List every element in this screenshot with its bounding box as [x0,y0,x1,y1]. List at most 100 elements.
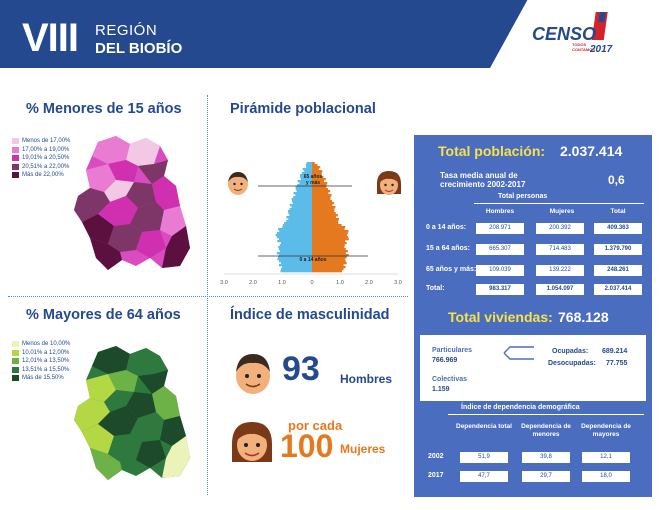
map-menores [74,136,190,270]
pyramid-bar-women [312,210,335,213]
pyramid-bar-men [277,258,312,261]
pyramid-bar-women [312,248,346,251]
dep-cell: 47,7 [460,471,508,482]
pyramid-bar-men [281,266,312,269]
pyramid-bar-women [312,250,348,253]
pyramid-bar-women [312,258,346,261]
pyramid-bar-women [312,184,327,187]
table-cell: 2.037.414 [594,284,642,295]
table-cell: 248.261 [594,265,642,276]
dep-year: 2017 [428,472,444,479]
pyramid-bar-women [312,176,324,179]
pyramid-bar-men [302,168,312,171]
legend-label: Más de 15,50% [22,375,64,382]
dep-column-header: Dependencia total [456,423,512,430]
pyramid-bar-men [275,234,312,237]
legend-item: 19,01% a 20,50% [12,154,70,163]
pyramid-bar-men [289,208,312,211]
pyramid-bar-men [278,264,312,267]
table-cell: 200.392 [536,223,584,234]
pyramid-bar-women [312,224,342,227]
particulares-value: 766.969 [432,357,458,364]
legend-menores: Menos de 17,00% 17,00% a 19,00% 19,01% a… [12,137,70,180]
girl-icon [377,171,401,195]
ocupadas-value: 689.214 [602,348,628,355]
table-cell: 409.363 [594,223,642,234]
pyramid-bar-men [306,162,312,165]
pyramid-bar-women [312,222,339,225]
pyramid-bar-men [286,216,312,219]
pyramid-bar-men [278,246,312,249]
pyramid-tick: 3.0 [394,280,402,286]
table-cell: 983.317 [476,284,524,295]
table-cell: 665.307 [476,244,524,255]
table-cell: 714.483 [536,244,584,255]
pyramid-bar-women [312,266,346,269]
pyramid-bar-men [284,222,312,225]
summary-panel: Total población: 2.037.414 Tasa media an… [414,135,652,497]
pyramid-bar-women [312,268,344,271]
region-name: DEL BIOBÍO [95,40,183,57]
pyramid-bar-men [289,214,312,217]
dep-cell: 18,0 [582,471,630,482]
pyramid-bar-women [312,252,346,255]
colectivas-value: 1.159 [432,386,450,393]
legend-label: Menos de 10,00% [22,341,71,348]
pyramid-bar-men [300,178,312,181]
pyramid-bar-women [312,192,329,195]
pyramid-bar-men [280,268,312,271]
legend-label: 12,01% a 13,50% [22,358,70,365]
pyramid-tick: 2.0 [365,280,373,286]
pyramid-bar-women [312,260,346,263]
legend-item: Más de 15,50% [12,374,70,383]
legend-item: 12,01% a 13,50% [12,357,70,366]
pyramid-bar-men [291,200,312,203]
logo-word: CENSO [532,24,596,44]
legend-swatch [12,366,19,373]
table-cell: 1.054.097 [536,284,584,295]
dep-column-header: Dependencia de menores [521,423,571,438]
legend-label: 10,01% a 12,00% [22,349,70,356]
censo-logo: CENSO TODOS CONTAMOS 2017 [532,12,613,55]
legend-swatch [12,172,19,179]
row-label: 65 años y más: [426,266,477,273]
pyramid-bar-men [277,240,312,243]
horizontal-divider [8,296,408,297]
legend-item: 10,01% a 12,00% [12,349,70,358]
pyramid-bar-men [296,190,312,193]
pyramid-bar-men [288,212,312,215]
pyramid-bar-men [276,232,312,235]
logo-year: 2017 [589,44,613,55]
pyramid-bar-men [293,196,312,199]
region-label: REGIÓN [95,22,158,39]
hombres-label: Hombres [340,372,393,386]
pyramid-bar-women [312,220,339,223]
pyramid-bar-men [297,180,312,183]
pyramid-tick: 0 [310,280,313,286]
dependencia-rule [448,414,644,415]
masculinidad-title: Índice de masculinidad [230,307,390,323]
pyramid-bar-men [304,170,312,173]
woman-icon [232,422,272,462]
tasa-value: 0,6 [608,173,625,187]
ocupadas-label: Ocupadas: [552,348,589,355]
man-icon [236,354,270,394]
pyramid-bar-men [295,188,312,191]
pyramid-bar-men [295,186,312,189]
personas-title: Total personas [498,193,548,200]
legend-label: Más de 22,00% [22,172,64,179]
legend-swatch [12,155,19,162]
pyramid-bar-women [312,162,315,165]
pyramid-bar-women [312,262,347,265]
pyramid-bar-women [312,204,333,207]
column-header: Mujeres [549,208,575,215]
legend-label: 19,01% a 20,50% [22,155,70,162]
row-label: Total: [426,285,445,292]
pyramid-bar-men [279,230,312,233]
pyramid-bar-women [312,236,348,239]
pyramid-bar-men [295,194,312,197]
pyramid-bar-men [289,204,312,207]
menores-title: % Menores de 15 años [26,101,182,117]
pyramid-bar-men [282,226,312,229]
pyramid-bar-women [312,216,336,219]
